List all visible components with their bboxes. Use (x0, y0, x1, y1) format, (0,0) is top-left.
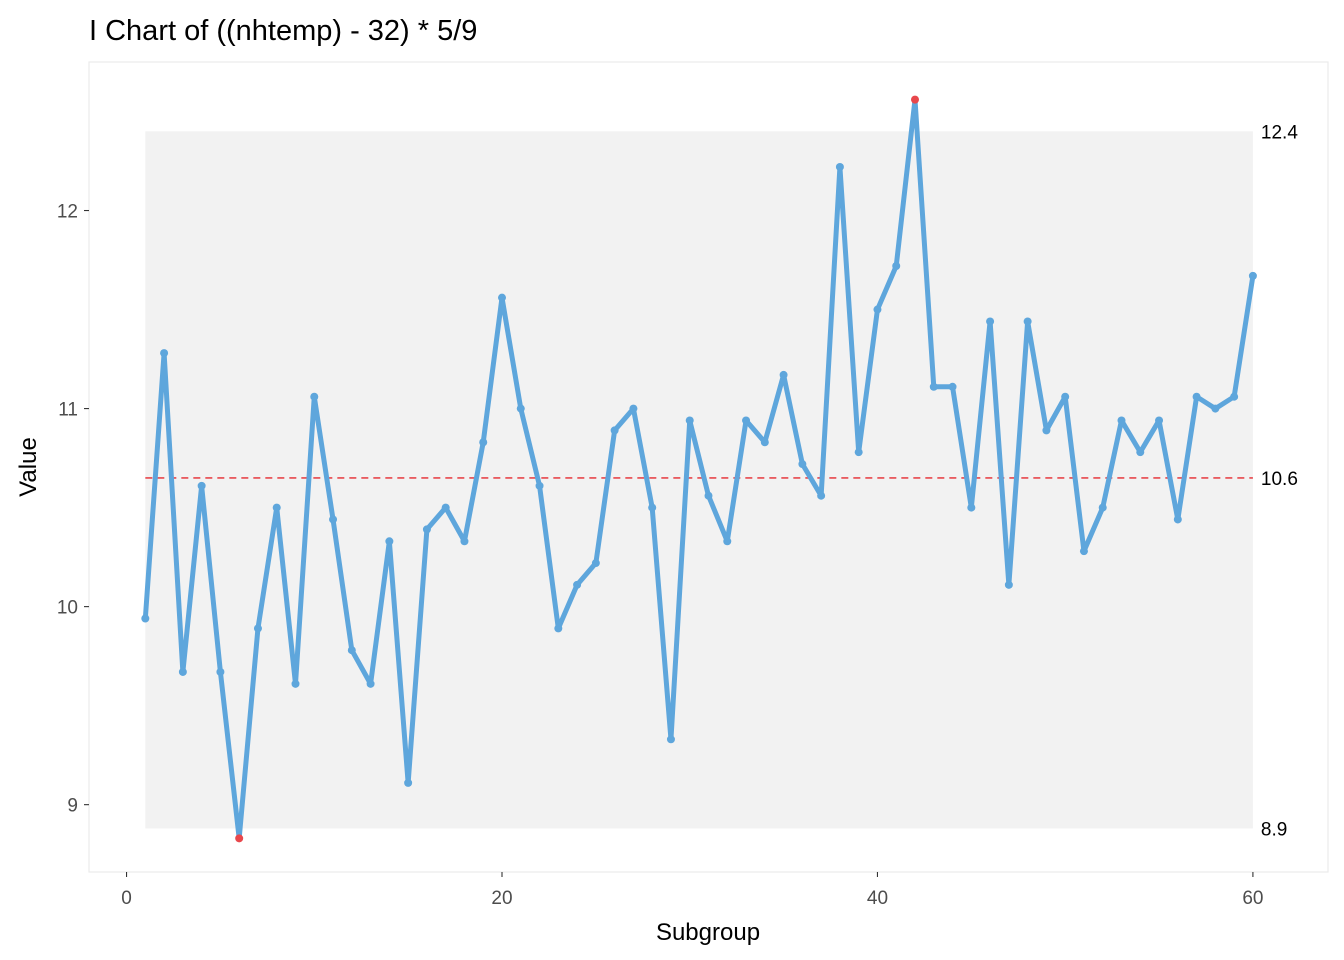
y-tick-label: 10 (57, 598, 78, 619)
data-point (817, 491, 826, 500)
data-point (498, 293, 506, 302)
y-tick-label: 9 (67, 796, 78, 817)
out-of-control-point (911, 95, 919, 104)
data-point (1023, 317, 1032, 326)
data-point (291, 679, 300, 688)
data-point (1173, 515, 1182, 524)
y-axis: 9 10 11 12 (57, 202, 89, 817)
x-axis-label: Subgroup (656, 919, 760, 946)
data-point (854, 448, 863, 457)
data-point (1248, 271, 1257, 280)
data-point (160, 349, 169, 358)
data-point (347, 646, 356, 655)
x-tick-label: 60 (1242, 888, 1263, 909)
data-point (329, 515, 338, 524)
data-point (141, 614, 150, 623)
data-point (573, 580, 582, 589)
out-of-control-point (235, 834, 244, 843)
y-tick-label: 11 (58, 400, 78, 421)
data-point (422, 525, 431, 534)
data-point (986, 317, 995, 326)
data-point (835, 162, 844, 171)
data-point (1136, 448, 1145, 457)
data-point (779, 370, 788, 379)
series-line (142, 97, 1256, 841)
series-layer (141, 95, 1257, 843)
data-point (216, 667, 225, 676)
lcl-label: 8.9 (1261, 819, 1287, 840)
data-point (591, 559, 600, 568)
data-point (554, 624, 563, 633)
data-point (629, 404, 638, 413)
y-axis-label: Value (15, 437, 42, 497)
data-point (723, 537, 732, 546)
data-point (366, 679, 375, 688)
x-tick-label: 20 (491, 888, 512, 909)
chart-title: I Chart of ((nhtemp) - 32) * 5/9 (89, 15, 477, 47)
data-point (404, 778, 413, 787)
control-limit-band (145, 131, 1253, 829)
data-point (685, 416, 694, 425)
data-point (535, 481, 544, 490)
x-axis: 0 20 40 60 (121, 872, 1263, 909)
ucl-label: 12.4 (1261, 122, 1298, 143)
data-point (760, 438, 769, 447)
data-point (892, 261, 901, 270)
data-point (929, 382, 938, 391)
data-point (798, 460, 807, 469)
data-point (197, 481, 206, 490)
data-point (666, 735, 675, 744)
data-point (1117, 416, 1126, 425)
data-point (441, 503, 450, 512)
data-point (1042, 426, 1051, 435)
data-point (704, 491, 713, 500)
data-point (479, 438, 488, 447)
data-point (1004, 580, 1013, 589)
data-point (648, 503, 657, 512)
center-line-label: 10.6 (1261, 469, 1298, 490)
data-point (1211, 404, 1220, 413)
data-point (1192, 392, 1201, 401)
data-point (1061, 392, 1070, 401)
data-point (948, 382, 957, 391)
data-point (272, 503, 281, 512)
data-point (1098, 503, 1107, 512)
data-point (460, 537, 469, 546)
data-point (385, 537, 394, 546)
x-tick-label: 0 (121, 888, 132, 909)
data-point (310, 392, 319, 401)
x-tick-label: 40 (867, 888, 888, 909)
y-tick-label: 12 (57, 202, 78, 223)
data-point (967, 503, 976, 512)
data-point (610, 426, 619, 435)
data-point (516, 404, 525, 413)
data-point (1079, 547, 1088, 556)
data-point (1155, 416, 1164, 425)
data-point (178, 667, 187, 676)
data-point (253, 624, 262, 633)
data-point (873, 305, 882, 314)
data-point (1230, 392, 1239, 401)
data-point (742, 416, 751, 425)
